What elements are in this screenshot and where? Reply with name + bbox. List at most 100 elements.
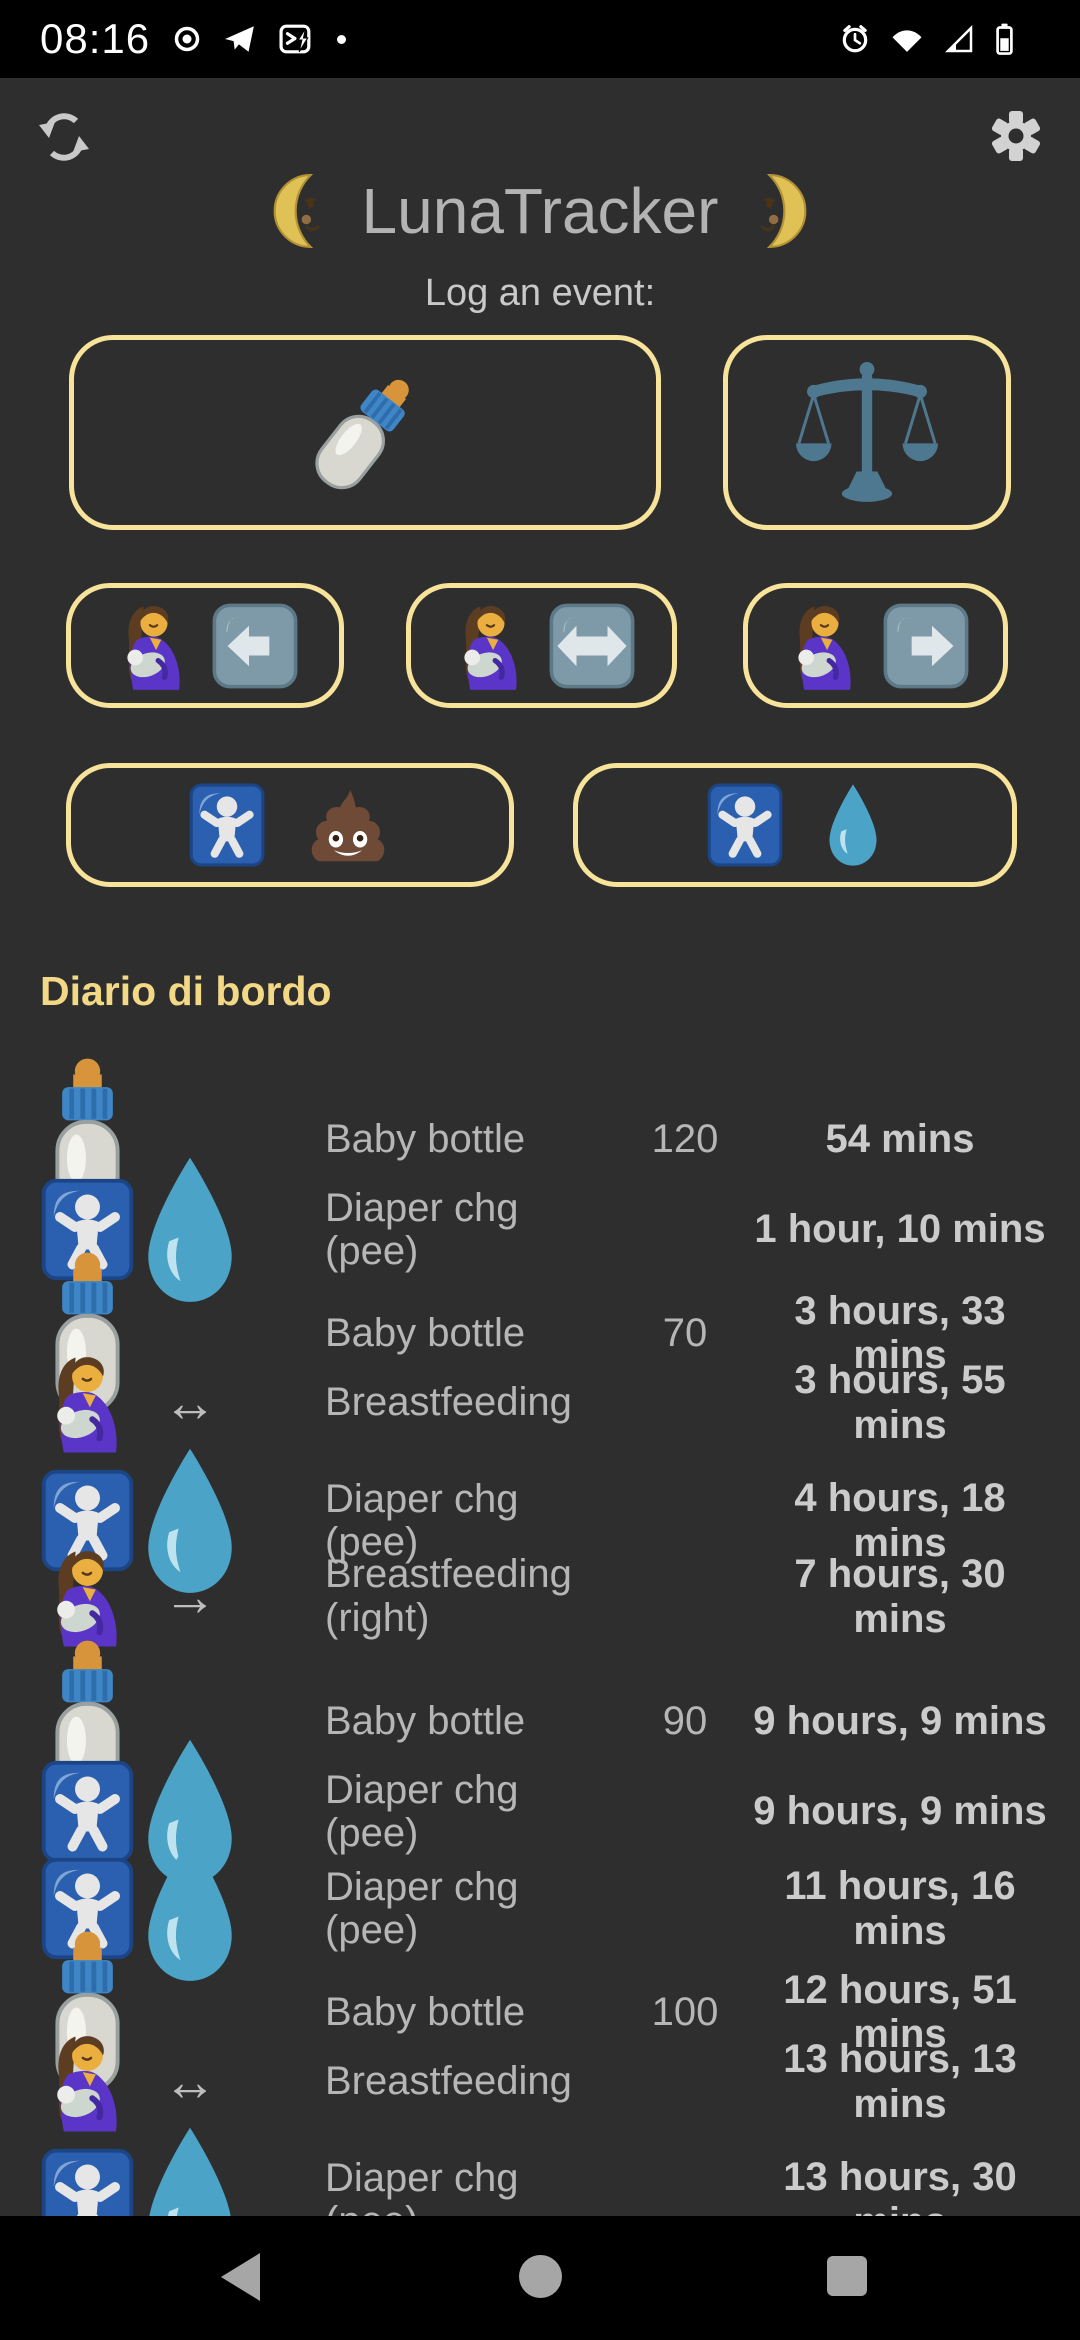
- log-entry-time: 11 hours, 16 mins: [784, 1864, 1016, 1953]
- log-entry-time: 12 hours, 51 mins: [783, 1967, 1017, 2057]
- app-title: LunaTracker: [361, 175, 719, 247]
- wifi-icon: [889, 24, 925, 54]
- breastfeed-left-button[interactable]: [66, 583, 344, 708]
- arrow-glyph: →: [163, 1566, 217, 1627]
- log-entry-name: Breastfeeding: [325, 2059, 572, 2104]
- droplet-icon: [135, 1154, 245, 1306]
- navigation-bar: [0, 2216, 1080, 2340]
- gear-icon: [990, 110, 1042, 162]
- baby-sign-icon: [706, 782, 784, 868]
- log-entry-name: Baby bottle: [325, 1116, 526, 1161]
- diaper-pee-button[interactable]: [573, 763, 1017, 887]
- logbook-heading: Diario di bordo: [40, 968, 332, 1014]
- log-entry-name: Breastfeeding: [325, 1380, 572, 1425]
- breastfeeding-icon: [449, 598, 533, 694]
- terminal-icon: [278, 23, 314, 55]
- home-button[interactable]: [519, 2255, 562, 2298]
- droplet-icon: [135, 1445, 245, 1597]
- notification-dot-icon: [336, 34, 347, 45]
- status-right-icons: [821, 22, 1016, 56]
- back-button[interactable]: [221, 2253, 260, 2301]
- breastfeeding-icon: [40, 2027, 135, 2136]
- log-entry-time: 9 hours, 9 mins: [753, 1698, 1047, 1743]
- baby-bottle-icon: [294, 356, 437, 508]
- status-time: 08:16: [40, 15, 151, 62]
- log-entry-qty: 90: [662, 1698, 708, 1743]
- settings-button[interactable]: [990, 110, 1042, 162]
- baby-sign-icon: [40, 1468, 135, 1573]
- log-list[interactable]: Baby bottle 120 54 mins Diaper chg (pee) 1 …: [0, 1057, 1080, 2216]
- droplet-icon: [135, 2124, 245, 2216]
- refresh-button[interactable]: [36, 108, 92, 166]
- log-entry[interactable]: Diaper chg (pee) 13 hours, 30 mins: [0, 2124, 1080, 2216]
- app-content: LunaTracker Log an event:: [0, 78, 1080, 2216]
- droplet-icon: [135, 1833, 245, 1985]
- log-entry-time: 4 hours, 18 mins: [794, 1476, 1006, 1565]
- log-entry-time: 9 hours, 9 mins: [753, 1789, 1047, 1834]
- log-entry[interactable]: Diaper chg (pee) 1 hour, 10 mins: [0, 1154, 1080, 1302]
- log-entry-name: Baby bottle: [325, 1989, 526, 2034]
- log-entry[interactable]: Baby bottle 90 9 hours, 9 mins: [0, 1639, 1080, 1801]
- arrow-glyph: ↔: [163, 2051, 217, 2112]
- log-entry-qty: 120: [651, 1116, 719, 1161]
- log-entry[interactable]: ↔ Breastfeeding 3 hours, 55 mins: [0, 1348, 1080, 1453]
- baby-sign-icon: [40, 2147, 135, 2216]
- breastfeed-both-button[interactable]: [406, 583, 677, 708]
- log-entry-time: 13 hours, 30 mins: [783, 2155, 1017, 2216]
- breastfeeding-icon: [112, 598, 196, 694]
- arrow-both-block-icon: [549, 603, 635, 689]
- log-entry[interactable]: Baby bottle 100 12 hours, 51 mins: [0, 1930, 1080, 2092]
- log-entry-time: 3 hours, 55 mins: [794, 1357, 1006, 1447]
- weigh-button[interactable]: [723, 335, 1011, 530]
- log-entry-name: Diaper chg (pee): [325, 1767, 519, 1855]
- log-entry-time: 54 mins: [825, 1116, 975, 1161]
- log-entry-name: Diaper chg (pee): [325, 1476, 519, 1564]
- status-left-icons: [150, 23, 347, 55]
- signal-icon: [943, 24, 975, 54]
- log-entry-time: 7 hours, 30 mins: [794, 1551, 1006, 1641]
- log-entry[interactable]: Diaper chg (pee) 11 hours, 16 mins: [0, 1833, 1080, 1981]
- moon-left-icon: [262, 172, 338, 250]
- app-header: LunaTracker: [0, 170, 1080, 252]
- breastfeeding-icon: [40, 1542, 135, 1651]
- log-entry[interactable]: ↔ Breastfeeding 13 hours, 13 mins: [0, 2027, 1080, 2132]
- arrow-left-block-icon: [212, 603, 298, 689]
- droplet-icon: [135, 1736, 245, 1888]
- baby-sign-icon: [188, 782, 266, 868]
- breastfeeding-icon: [40, 1348, 135, 1457]
- baby-sign-icon: [40, 1759, 135, 1864]
- log-entry-name: Breastfeeding (right): [325, 1552, 572, 1640]
- record-icon: [172, 24, 202, 54]
- battery-icon: [993, 22, 1016, 56]
- log-entry[interactable]: Diaper chg (pee) 9 hours, 9 mins: [0, 1736, 1080, 1884]
- log-entry-time: 1 hour, 10 mins: [754, 1207, 1046, 1252]
- log-entry[interactable]: Diaper chg (pee) 4 hours, 18 mins: [0, 1445, 1080, 1593]
- alarm-icon: [839, 23, 871, 55]
- scale-icon: [793, 359, 941, 507]
- droplet-icon: [822, 782, 884, 868]
- telegram-icon: [224, 24, 256, 54]
- arrow-right-block-icon: [883, 603, 969, 689]
- breastfeed-right-button[interactable]: [743, 583, 1008, 708]
- diaper-poop-button[interactable]: [66, 763, 514, 887]
- log-entry-name: Baby bottle: [325, 1310, 526, 1355]
- sync-icon: [36, 108, 92, 166]
- log-entry-name: Diaper chg (pee): [325, 1185, 519, 1273]
- baby-sign-icon: [40, 1177, 135, 1282]
- log-event-prompt: Log an event:: [424, 272, 656, 314]
- status-bar: 08:16: [0, 0, 1080, 78]
- arrow-glyph: ↔: [163, 1372, 217, 1433]
- log-entry-name: Diaper chg (pee): [325, 2155, 519, 2216]
- log-entry[interactable]: → Breastfeeding (right) 7 hours, 30 mins: [0, 1542, 1080, 1647]
- bottle-feed-button[interactable]: [69, 335, 661, 530]
- log-entry-qty: 70: [662, 1310, 708, 1355]
- log-entry-qty: 100: [651, 1989, 719, 2034]
- recents-button[interactable]: [827, 2256, 867, 2296]
- moon-right-icon: [742, 172, 818, 250]
- log-entry-time: 3 hours, 33 mins: [794, 1288, 1006, 1378]
- log-entry[interactable]: Baby bottle 120 54 mins: [0, 1057, 1080, 1219]
- poop-icon: [304, 783, 392, 867]
- breastfeeding-icon: [783, 598, 867, 694]
- log-entry-name: Diaper chg (pee): [325, 1864, 519, 1952]
